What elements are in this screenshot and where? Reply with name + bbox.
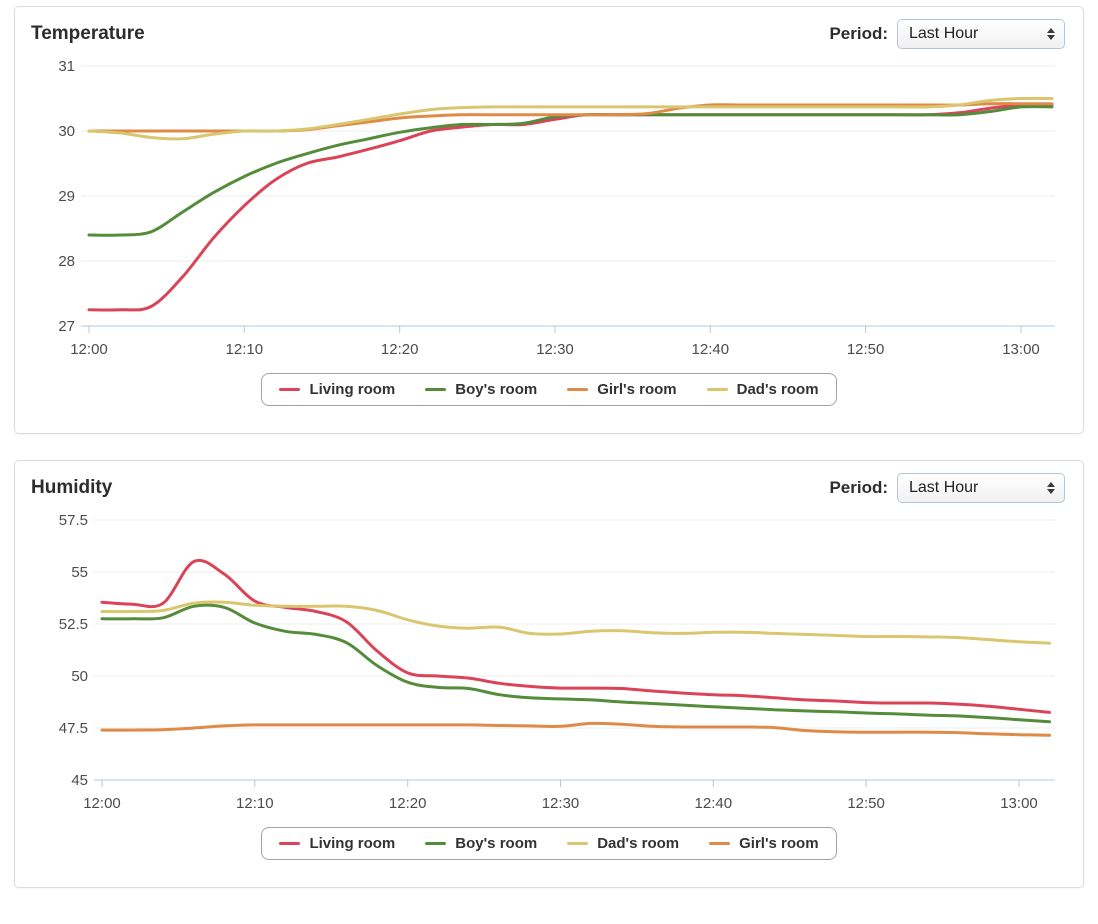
y-tick-label: 47.5: [59, 720, 88, 737]
y-tick-label: 57.5: [59, 512, 88, 529]
humidity-chart: 57.5 55 52.5 50 47.5 45 12:00 12:10 12:20 12:30 12…: [15, 505, 1083, 817]
y-tick-label: 27: [58, 318, 75, 335]
x-tick-label: 13:00: [1002, 341, 1040, 358]
humidity-legend-row: Living room Boy's room Dad's room Girl's ro…: [15, 827, 1083, 860]
series-line-girl-s-room: [100, 721, 1051, 737]
legend-label: Dad's room: [597, 835, 680, 852]
legend-color-dash-icon: [709, 842, 731, 845]
y-tick-label: 28: [58, 253, 75, 270]
y-tick-label: 31: [58, 58, 75, 75]
legend-color-dash-icon: [567, 842, 589, 845]
temperature-panel: Temperature Period: Last Hour 31 30 29 28 27…: [14, 6, 1084, 434]
select-arrows-icon: [1047, 482, 1055, 494]
x-tick-label: 12:10: [226, 341, 264, 358]
x-tick-label: 12:20: [381, 341, 419, 358]
legend-item-girl-s-room: Girl's room: [567, 381, 677, 398]
x-tick-label: 12:30: [542, 795, 580, 812]
y-tick-label: 29: [58, 188, 75, 205]
period-label: Period:: [829, 24, 888, 43]
arrow-up-icon: [1047, 482, 1055, 487]
page-title-humidity: Humidity: [31, 477, 113, 498]
legend-item-boy-s-room: Boy's room: [425, 381, 537, 398]
period-select[interactable]: Last Hour: [897, 19, 1065, 49]
series-line-dad-s-room: [100, 600, 1051, 645]
arrow-down-icon: [1047, 489, 1055, 494]
legend-item-dad-s-room: Dad's room: [706, 381, 819, 398]
temperature-legend-row: Living room Boy's room Girl's room Dad's ro…: [15, 373, 1083, 406]
temperature-legend: Living room Boy's room Girl's room Dad's ro…: [261, 373, 837, 406]
legend-color-dash-icon: [425, 842, 447, 845]
series-line-living-room: [87, 103, 1054, 312]
x-tick-label: 12:00: [83, 795, 121, 812]
legend-label: Boy's room: [455, 381, 538, 398]
legend-item-dad-s-room: Dad's room: [567, 835, 679, 852]
legend-color-dash-icon: [567, 388, 589, 391]
x-tick-label: 12:30: [536, 341, 574, 358]
y-tick-label: 30: [58, 123, 75, 140]
x-tick-label: 12:20: [389, 795, 427, 812]
series-line-boy-s-room: [100, 603, 1051, 724]
legend-label: Girl's room: [739, 835, 819, 852]
humidity-panel-header: Humidity Period: Last Hour: [15, 461, 1083, 505]
series-line-dad-s-room: [87, 96, 1054, 141]
legend-color-dash-icon: [279, 388, 301, 391]
period-select-value: Last Hour: [909, 479, 979, 496]
period-select[interactable]: Last Hour: [897, 473, 1065, 503]
legend-label: Living room: [309, 381, 396, 398]
y-tick-label: 50: [71, 668, 88, 685]
arrow-down-icon: [1047, 35, 1055, 40]
x-tick-label: 12:50: [847, 341, 885, 358]
legend-item-living-room: Living room: [279, 835, 395, 852]
x-tick-label: 12:10: [236, 795, 274, 812]
y-tick-label: 55: [71, 564, 88, 581]
period-select-value: Last Hour: [909, 25, 979, 42]
legend-label: Girl's room: [597, 381, 677, 398]
legend-label: Boy's room: [455, 835, 538, 852]
legend-item-girl-s-room: Girl's room: [709, 835, 819, 852]
period-label: Period:: [829, 478, 888, 497]
select-arrows-icon: [1047, 28, 1055, 40]
y-tick-label: 45: [71, 772, 88, 789]
humidity-panel: Humidity Period: Last Hour 57.5 55 52.5 50 4…: [14, 460, 1084, 888]
x-tick-label: 13:00: [1000, 795, 1038, 812]
humidity-chart-svg: 57.5 55 52.5 50 47.5 45 12:00 12:10 12:20 12:30 12…: [59, 512, 1055, 812]
legend-item-boy-s-room: Boy's room: [425, 835, 537, 852]
legend-color-dash-icon: [279, 842, 301, 845]
x-tick-label: 12:40: [692, 341, 730, 358]
arrow-up-icon: [1047, 28, 1055, 33]
x-tick-label: 12:50: [847, 795, 885, 812]
x-tick-label: 12:00: [70, 341, 108, 358]
legend-color-dash-icon: [706, 388, 728, 391]
period-control: Period: Last Hour: [829, 473, 1065, 503]
humidity-legend: Living room Boy's room Dad's room Girl's ro…: [261, 827, 837, 860]
legend-label: Living room: [309, 835, 396, 852]
x-tick-label: 12:40: [695, 795, 733, 812]
temperature-chart: 31 30 29 28 27 12:00 12:10 12:20 12:30 12:40 12:50…: [15, 51, 1083, 363]
legend-label: Dad's room: [736, 381, 819, 398]
legend-color-dash-icon: [425, 388, 447, 391]
page-title-temperature: Temperature: [31, 23, 145, 44]
temperature-panel-header: Temperature Period: Last Hour: [15, 7, 1083, 51]
period-control: Period: Last Hour: [829, 19, 1065, 49]
series-line-living-room: [100, 558, 1051, 714]
temperature-chart-svg: 31 30 29 28 27 12:00 12:10 12:20 12:30 12:40 12:50…: [58, 58, 1055, 358]
y-tick-label: 52.5: [59, 616, 88, 633]
legend-item-living-room: Living room: [279, 381, 395, 398]
